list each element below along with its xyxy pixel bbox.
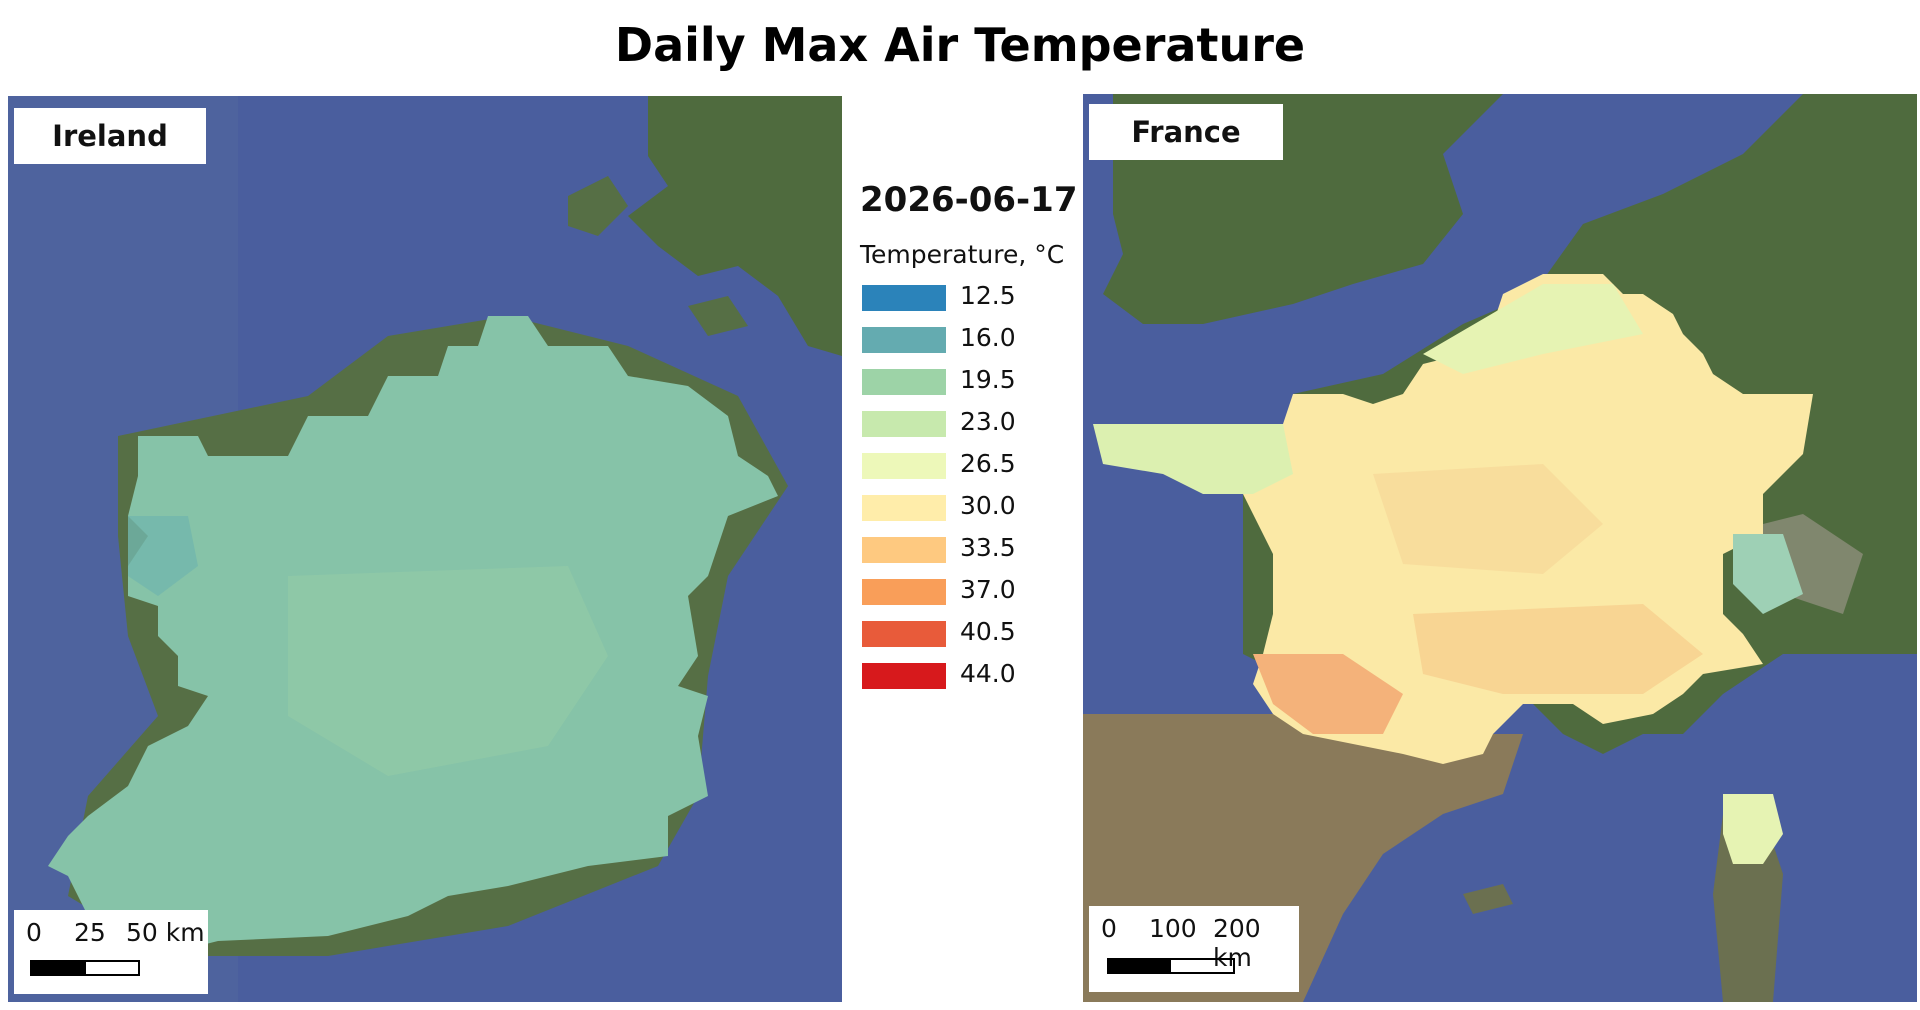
scale-tick-2: 50 km: [126, 918, 205, 947]
scotland-landmass: [628, 96, 842, 356]
scale-bar-fill: [1107, 958, 1171, 974]
scale-tick-0: 0: [1101, 914, 1117, 943]
legend-swatch: [862, 285, 946, 311]
legend-item: 12.5: [860, 279, 1080, 321]
legend-value: 26.5: [960, 449, 1016, 478]
scale-bar-fill: [30, 960, 86, 976]
legend-swatch: [862, 537, 946, 563]
scale-tick-1: 25: [74, 918, 106, 947]
legend-value: 16.0: [960, 323, 1016, 352]
legend-value: 37.0: [960, 575, 1016, 604]
legend-value: 12.5: [960, 281, 1016, 310]
ireland-cooler-west: [128, 516, 198, 596]
legend-swatch: [862, 663, 946, 689]
ireland-map-panel[interactable]: Ireland 0 25 50 km: [8, 96, 842, 1002]
legend-swatch: [862, 579, 946, 605]
ireland-map: [8, 96, 842, 1002]
legend-swatch: [862, 411, 946, 437]
legend: 2026-06-17 Temperature, °C 12.5 16.0 19.5 2…: [860, 180, 1080, 699]
france-scalebar: 0 100 200 km: [1089, 906, 1299, 992]
legend-item: 23.0: [860, 405, 1080, 447]
legend-swatch: [862, 327, 946, 353]
france-southwest-hot: [1253, 654, 1403, 734]
legend-item: 26.5: [860, 447, 1080, 489]
legend-item: 16.0: [860, 321, 1080, 363]
scale-tick-2: 200 km: [1213, 914, 1261, 972]
legend-swatch: [862, 453, 946, 479]
ireland-warmer-center: [288, 566, 608, 776]
scale-tick-0: 0: [26, 918, 42, 947]
legend-item: 33.5: [860, 531, 1080, 573]
legend-item: 40.5: [860, 615, 1080, 657]
legend-value: 40.5: [960, 617, 1016, 646]
legend-swatch: [862, 621, 946, 647]
legend-value: 23.0: [960, 407, 1016, 436]
legend-item: 19.5: [860, 363, 1080, 405]
ireland-label: Ireland: [14, 108, 206, 164]
legend-swatch: [862, 495, 946, 521]
legend-item: 37.0: [860, 573, 1080, 615]
legend-item: 44.0: [860, 657, 1080, 699]
legend-value: 19.5: [960, 365, 1016, 394]
balearic-islands: [1463, 884, 1513, 914]
map-title: Daily Max Air Temperature: [614, 18, 1306, 72]
france-alps-cool: [1733, 534, 1803, 614]
corsica-sardinia: [1713, 814, 1783, 1002]
legend-value: 30.0: [960, 491, 1016, 520]
legend-item: 30.0: [860, 489, 1080, 531]
legend-swatch: [862, 369, 946, 395]
france-northwest-cooler: [1093, 424, 1293, 494]
france-central-warm: [1373, 464, 1603, 574]
legend-value: 33.5: [960, 533, 1016, 562]
legend-date: 2026-06-17: [860, 180, 1078, 220]
ireland-scalebar: 0 25 50 km: [14, 910, 208, 994]
scottish-islands: [568, 176, 748, 336]
corsica-temperature: [1723, 794, 1783, 864]
france-map: [1083, 94, 1917, 1002]
legend-title: Temperature, °C: [860, 240, 1065, 269]
scale-tick-1: 100: [1149, 914, 1197, 943]
legend-items: 12.5 16.0 19.5 23.0 26.5 30.0 33.5 37.0 40.5 44.0: [860, 279, 1080, 699]
france-south-warm: [1413, 604, 1703, 694]
france-label: France: [1089, 104, 1283, 160]
france-north-cooler: [1423, 284, 1643, 374]
france-map-panel[interactable]: France 0 100 200 km: [1083, 94, 1917, 1002]
legend-value: 44.0: [960, 659, 1016, 688]
